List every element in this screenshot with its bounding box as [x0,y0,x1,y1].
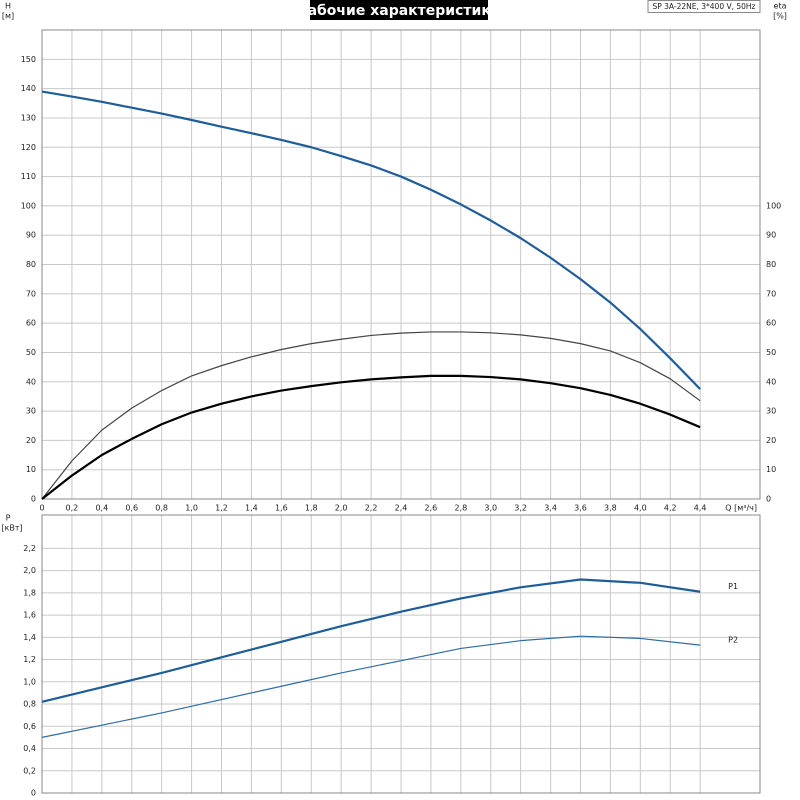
y-tick-label: 140 [21,84,36,93]
y-label: H [5,2,11,11]
y-tick-label: 1,6 [23,611,36,620]
y-tick-label: 2,2 [23,544,36,553]
series-label: P1 [728,582,738,591]
y2-tick-label: 60 [766,319,776,328]
y-tick-label: 0,4 [23,744,36,753]
series-line [41,331,701,500]
annotation: SP 3A-22NE, 3*400 V, 50Hz [652,2,755,11]
y-tick-label: 100 [21,201,36,210]
y-tick-label: 0,6 [23,722,36,731]
x-tick-label: 1,2 [215,504,228,513]
x-tick-label: 4,2 [664,504,677,513]
x-tick-label: 0,8 [155,504,168,513]
y-tick-label: 60 [26,319,36,328]
x-tick-label: 3,4 [544,504,557,513]
x-tick-label: 0,4 [95,504,108,513]
y2-tick-label: 90 [766,231,776,240]
y2-tick-label: 0 [766,495,771,504]
y-tick-label: 30 [26,407,36,416]
x-tick-label: 2,4 [395,504,408,513]
y-label-unit: [м] [2,12,14,21]
y-label: P [6,514,11,523]
plot-frame [41,514,761,794]
y-tick-label: 0 [31,789,36,798]
x-tick-label: 2,8 [454,504,467,513]
x-tick-label: 3,8 [604,504,617,513]
y2-tick-label: 100 [766,201,781,210]
y2-tick-label: 50 [766,348,776,357]
y2-tick-label: 30 [766,407,776,416]
y-tick-label: 1,4 [23,633,36,642]
y-tick-label: 80 [26,260,36,269]
y2-label: eta [774,2,787,11]
chart-title: Рабочие характеристики [297,3,500,19]
y-tick-label: 10 [26,465,36,474]
series-label: P2 [728,636,738,645]
y2-tick-label: 10 [766,465,776,474]
y-tick-label: 0 [31,495,36,504]
y-tick-label: 1,8 [23,588,36,597]
y2-tick-label: 40 [766,377,776,386]
y-tick-label: 20 [26,436,36,445]
y2-label-unit: [%] [773,12,787,21]
y-tick-label: 1,0 [23,677,36,686]
y-tick-label: 120 [21,143,36,152]
title-box [310,0,488,20]
series-line [41,90,701,390]
y-tick-label: 0,8 [23,700,36,709]
y-label-unit: [кВт] [1,524,22,533]
x-tick-label: 4,0 [634,504,647,513]
x-tick-label: 3,6 [574,504,587,513]
x-tick-label: 1,0 [185,504,198,513]
y-tick-label: 0,2 [23,766,36,775]
plot-frame [41,29,761,500]
x-tick-label: 1,4 [245,504,258,513]
y-tick-label: 70 [26,289,36,298]
x-tick-label: 3,2 [514,504,527,513]
y-tick-label: 1,2 [23,655,36,664]
y-tick-label: 130 [21,113,36,122]
x-tick-label: 4,4 [694,504,707,513]
y2-tick-label: 70 [766,289,776,298]
y2-tick-label: 80 [766,260,776,269]
y-tick-label: 150 [21,55,36,64]
x-tick-label: 0,6 [125,504,138,513]
y-tick-label: 90 [26,231,36,240]
y-tick-label: 50 [26,348,36,357]
x-tick-label: 2,6 [425,504,438,513]
y-tick-label: 40 [26,377,36,386]
x-tick-label: 0,2 [66,504,79,513]
x-tick-label: 2,2 [365,504,378,513]
y-tick-label: 2,0 [23,566,36,575]
x-tick-label: 1,8 [305,504,318,513]
y-tick-label: 110 [21,172,36,181]
x-tick-label: 3,0 [484,504,497,513]
series-line [41,578,701,703]
x-tick-label: 0 [39,504,44,513]
y2-tick-label: 20 [766,436,776,445]
series-line [41,635,701,738]
x-tick-label: 1,6 [275,504,288,513]
series-line [41,374,701,500]
x-tick-label: 2,0 [335,504,348,513]
annotation-box [647,0,761,13]
x-label: Q [м³/ч] [725,504,757,513]
